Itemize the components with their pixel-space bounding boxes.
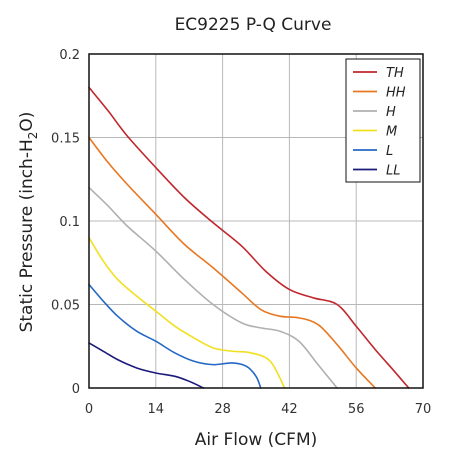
legend-label: TH <box>386 66 404 81</box>
y-axis-label-subscript: 2 <box>26 132 40 140</box>
legend-item-h: H <box>353 105 396 120</box>
series-line-l <box>88 283 262 389</box>
y-axis-label-end: O) <box>17 112 37 132</box>
legend-item-l: L <box>353 144 393 159</box>
series-line-m <box>88 236 286 389</box>
series-line-hh <box>88 136 377 389</box>
x-tick-label: 0 <box>85 402 93 417</box>
x-tick-label: 28 <box>214 402 231 417</box>
chart-title: EC9225 P-Q Curve <box>175 15 332 35</box>
legend-item-m: M <box>353 125 397 140</box>
tick-labels: 0 14 28 42 56 70 0 0.05 0.1 0.15 0.2 <box>51 48 431 417</box>
legend-box <box>345 58 421 183</box>
legend-label: LL <box>386 164 401 179</box>
series-line-h <box>88 186 338 389</box>
legend-label: L <box>386 144 393 159</box>
y-axis-label-main: Static Pressure (inch-H <box>17 139 37 332</box>
legend-label: HH <box>386 86 406 101</box>
x-tick-label: 42 <box>281 402 298 417</box>
y-tick-label: 0 <box>72 382 80 397</box>
x-tick-label: 14 <box>148 402 165 417</box>
legend-item-ll: LL <box>353 164 401 179</box>
y-axis-label: Static Pressure (inch-H2O) <box>17 112 40 333</box>
y-tick-label: 0.2 <box>59 48 80 63</box>
y-tick-label: 0.05 <box>51 299 80 314</box>
x-tick-label: 56 <box>348 402 365 417</box>
x-axis-label: Air Flow (CFM) <box>195 430 318 450</box>
y-tick-label: 0.1 <box>59 215 80 230</box>
legend-label: M <box>386 125 397 140</box>
series-line-th <box>88 86 410 389</box>
legend-label: H <box>386 105 396 120</box>
legend-item-th: TH <box>353 66 404 81</box>
plot-frame <box>88 53 424 389</box>
series-line-ll <box>88 342 205 389</box>
curves-layer <box>88 86 410 389</box>
x-tick-label: 70 <box>415 402 432 417</box>
legend-item-hh: HH <box>353 86 406 101</box>
y-tick-label: 0.15 <box>51 132 80 147</box>
